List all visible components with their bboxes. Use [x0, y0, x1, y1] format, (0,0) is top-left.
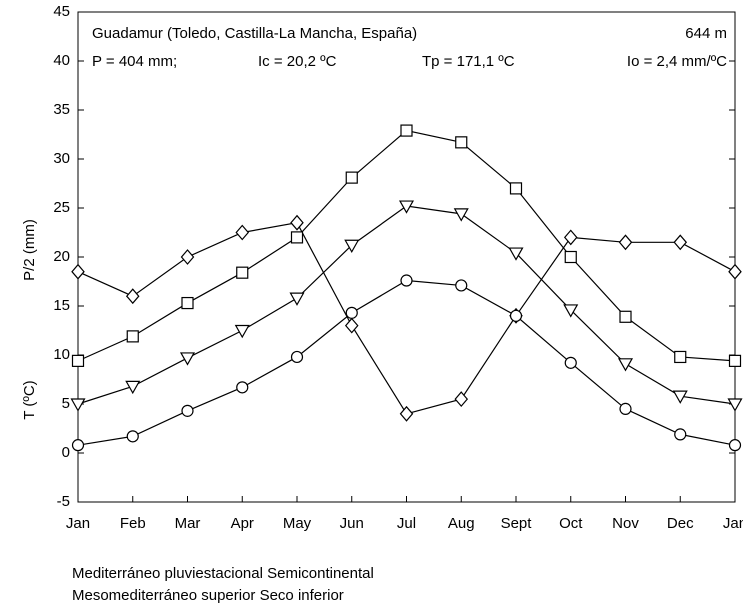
x-tick-label: May [283, 515, 312, 532]
marker [564, 356, 577, 369]
marker [619, 402, 632, 415]
marker [71, 263, 85, 280]
marker [181, 296, 194, 310]
marker [181, 404, 194, 417]
x-tick-label: Jun [340, 515, 364, 532]
marker [179, 352, 196, 366]
marker [508, 247, 524, 261]
marker [400, 124, 413, 137]
marker [236, 381, 249, 394]
marker [453, 208, 469, 222]
marker [674, 428, 687, 441]
marker [344, 317, 359, 334]
marker [234, 324, 250, 339]
header-text: Io = 2,4 mm/ºC [627, 53, 727, 70]
marker [289, 292, 305, 306]
marker [673, 234, 688, 251]
marker [674, 350, 687, 364]
marker [728, 354, 742, 367]
header-text: P = 404 mm; [92, 53, 177, 70]
marker [125, 380, 141, 395]
marker [236, 266, 249, 279]
marker [125, 288, 140, 305]
y-tick-label: 25 [53, 199, 70, 216]
marker [345, 306, 358, 319]
marker [126, 430, 139, 443]
x-tick-label: Apr [231, 515, 254, 532]
marker [126, 330, 139, 343]
x-tick-label: Jan [723, 515, 743, 532]
marker [454, 391, 469, 408]
marker [400, 274, 413, 287]
marker [618, 234, 633, 251]
y-tick-label: 45 [53, 3, 70, 20]
x-tick-label: Aug [448, 515, 475, 532]
marker [728, 439, 742, 452]
x-tick-label: Feb [120, 515, 146, 532]
y-tick-label: 0 [62, 444, 70, 461]
marker [563, 229, 578, 246]
marker [398, 200, 415, 214]
marker [564, 250, 577, 264]
y-tick-label: 15 [53, 297, 70, 314]
x-tick-label: Nov [612, 515, 639, 532]
x-tick-label: Jan [66, 515, 90, 532]
y-tick-label: 5 [62, 395, 70, 412]
marker [727, 398, 743, 412]
marker [290, 214, 304, 231]
marker [70, 398, 86, 412]
marker [617, 358, 634, 372]
marker [344, 239, 360, 253]
marker [672, 390, 688, 404]
series-line [77, 222, 736, 415]
x-tick-label: Jul [397, 515, 416, 532]
x-tick-label: Dec [667, 515, 694, 532]
y-tick-label: -5 [57, 493, 70, 510]
marker [399, 405, 414, 422]
header-text: Tp = 171,1 ºC [422, 53, 515, 70]
y-tick-label: 35 [53, 101, 70, 118]
header-text: Guadamur (Toledo, Castilla-La Mancha, Es… [92, 25, 417, 42]
marker [619, 310, 632, 323]
series-line [77, 205, 736, 405]
marker [180, 249, 195, 265]
x-tick-label: Oct [559, 515, 583, 532]
marker [563, 304, 579, 318]
marker [235, 224, 250, 241]
marker [509, 309, 523, 322]
marker [455, 279, 468, 292]
marker [509, 182, 523, 195]
marker [290, 350, 304, 364]
marker [71, 354, 85, 367]
x-tick-label: Sept [501, 515, 533, 532]
marker [728, 263, 742, 280]
marker [290, 231, 304, 244]
header-text: Ic = 20,2 ºC [258, 53, 337, 70]
x-tick-label: Mar [175, 515, 201, 532]
footer-text: Mediterráneo pluviestacional Semicontine… [72, 565, 374, 582]
marker [345, 171, 358, 184]
y-axis-label: P/2 (mm) [21, 219, 38, 281]
y-tick-label: 30 [53, 150, 70, 167]
header-text: 644 m [685, 25, 727, 42]
plot-frame [77, 11, 736, 503]
marker [455, 136, 468, 149]
marker [71, 439, 85, 452]
footer-text: Mesomediterráneo superior Seco inferior [72, 587, 344, 604]
y-tick-label: 40 [53, 52, 70, 69]
y-axis-label: T (ºC) [21, 380, 38, 419]
y-tick-label: 10 [53, 346, 70, 363]
y-tick-label: 20 [53, 248, 70, 265]
series-line [77, 129, 736, 362]
